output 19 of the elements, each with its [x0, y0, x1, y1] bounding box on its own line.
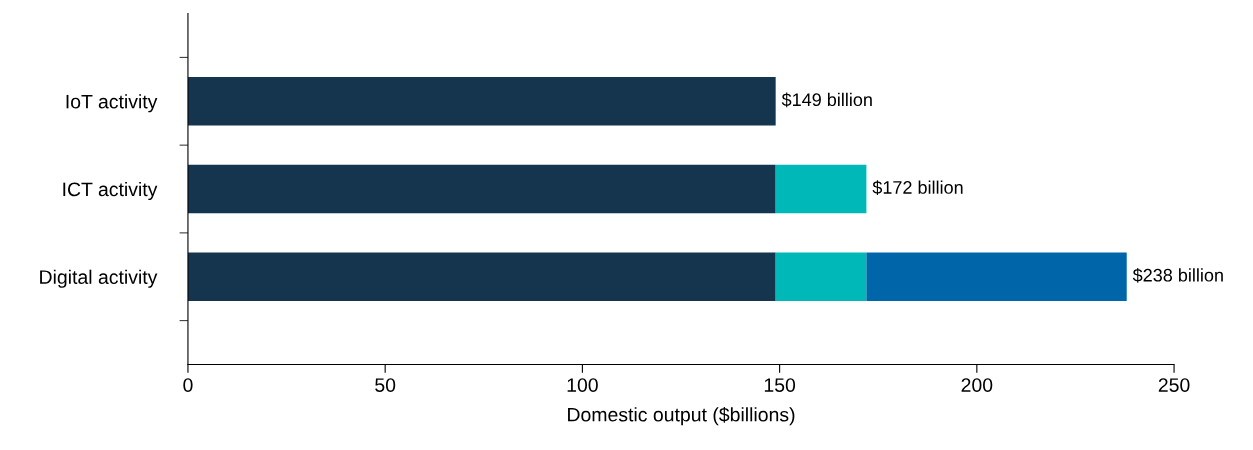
x-tick-label: 200: [961, 378, 993, 392]
x-tick-label: 250: [1158, 378, 1190, 392]
total-label: $149 billion: [781, 92, 872, 108]
bar: [187, 252, 776, 301]
total-label: $238 billion: [1132, 268, 1223, 283]
x-axis-title: Domestic output ($billions): [568, 406, 795, 426]
bar: [866, 252, 1127, 301]
bar: [187, 77, 776, 126]
bar: [187, 164, 776, 214]
x-tick-label: 100: [567, 378, 598, 392]
y-tick-label: IoT activity: [66, 94, 158, 113]
x-tick-label: 50: [375, 378, 396, 392]
total-label: $172 billion: [872, 180, 963, 195]
x-tick-label: 150: [764, 378, 796, 392]
bar: [775, 164, 867, 214]
y-tick-label: ICT activity: [63, 181, 158, 201]
y-tick-label: Digital activity: [40, 269, 158, 288]
x-tick-label: 0: [183, 378, 193, 392]
bar: [775, 252, 867, 301]
